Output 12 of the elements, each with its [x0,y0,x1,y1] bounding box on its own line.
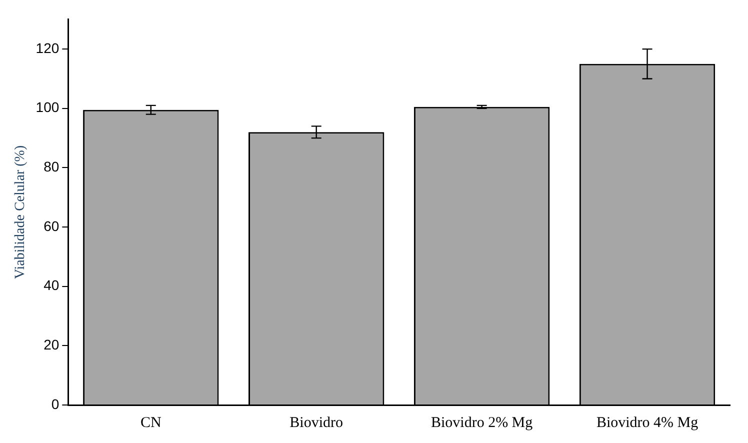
x-tick-label: CN [140,414,162,431]
y-tick-label: 20 [44,336,60,353]
y-tick-label: 60 [44,218,60,234]
y-tick-label: 80 [44,158,60,175]
x-tick-label: Biovidro 4% Mg [596,414,699,431]
y-tick-label: 40 [44,277,60,294]
y-tick-label: 100 [36,99,60,116]
y-tick-label: 120 [36,40,60,56]
x-tick-label: Biovidro 2% Mg [430,414,534,431]
x-tick-label: Biovidro [290,414,344,431]
y-tick-label: 0 [51,396,60,412]
y-axis-title: Viabilidade Celular (%) [13,145,28,280]
